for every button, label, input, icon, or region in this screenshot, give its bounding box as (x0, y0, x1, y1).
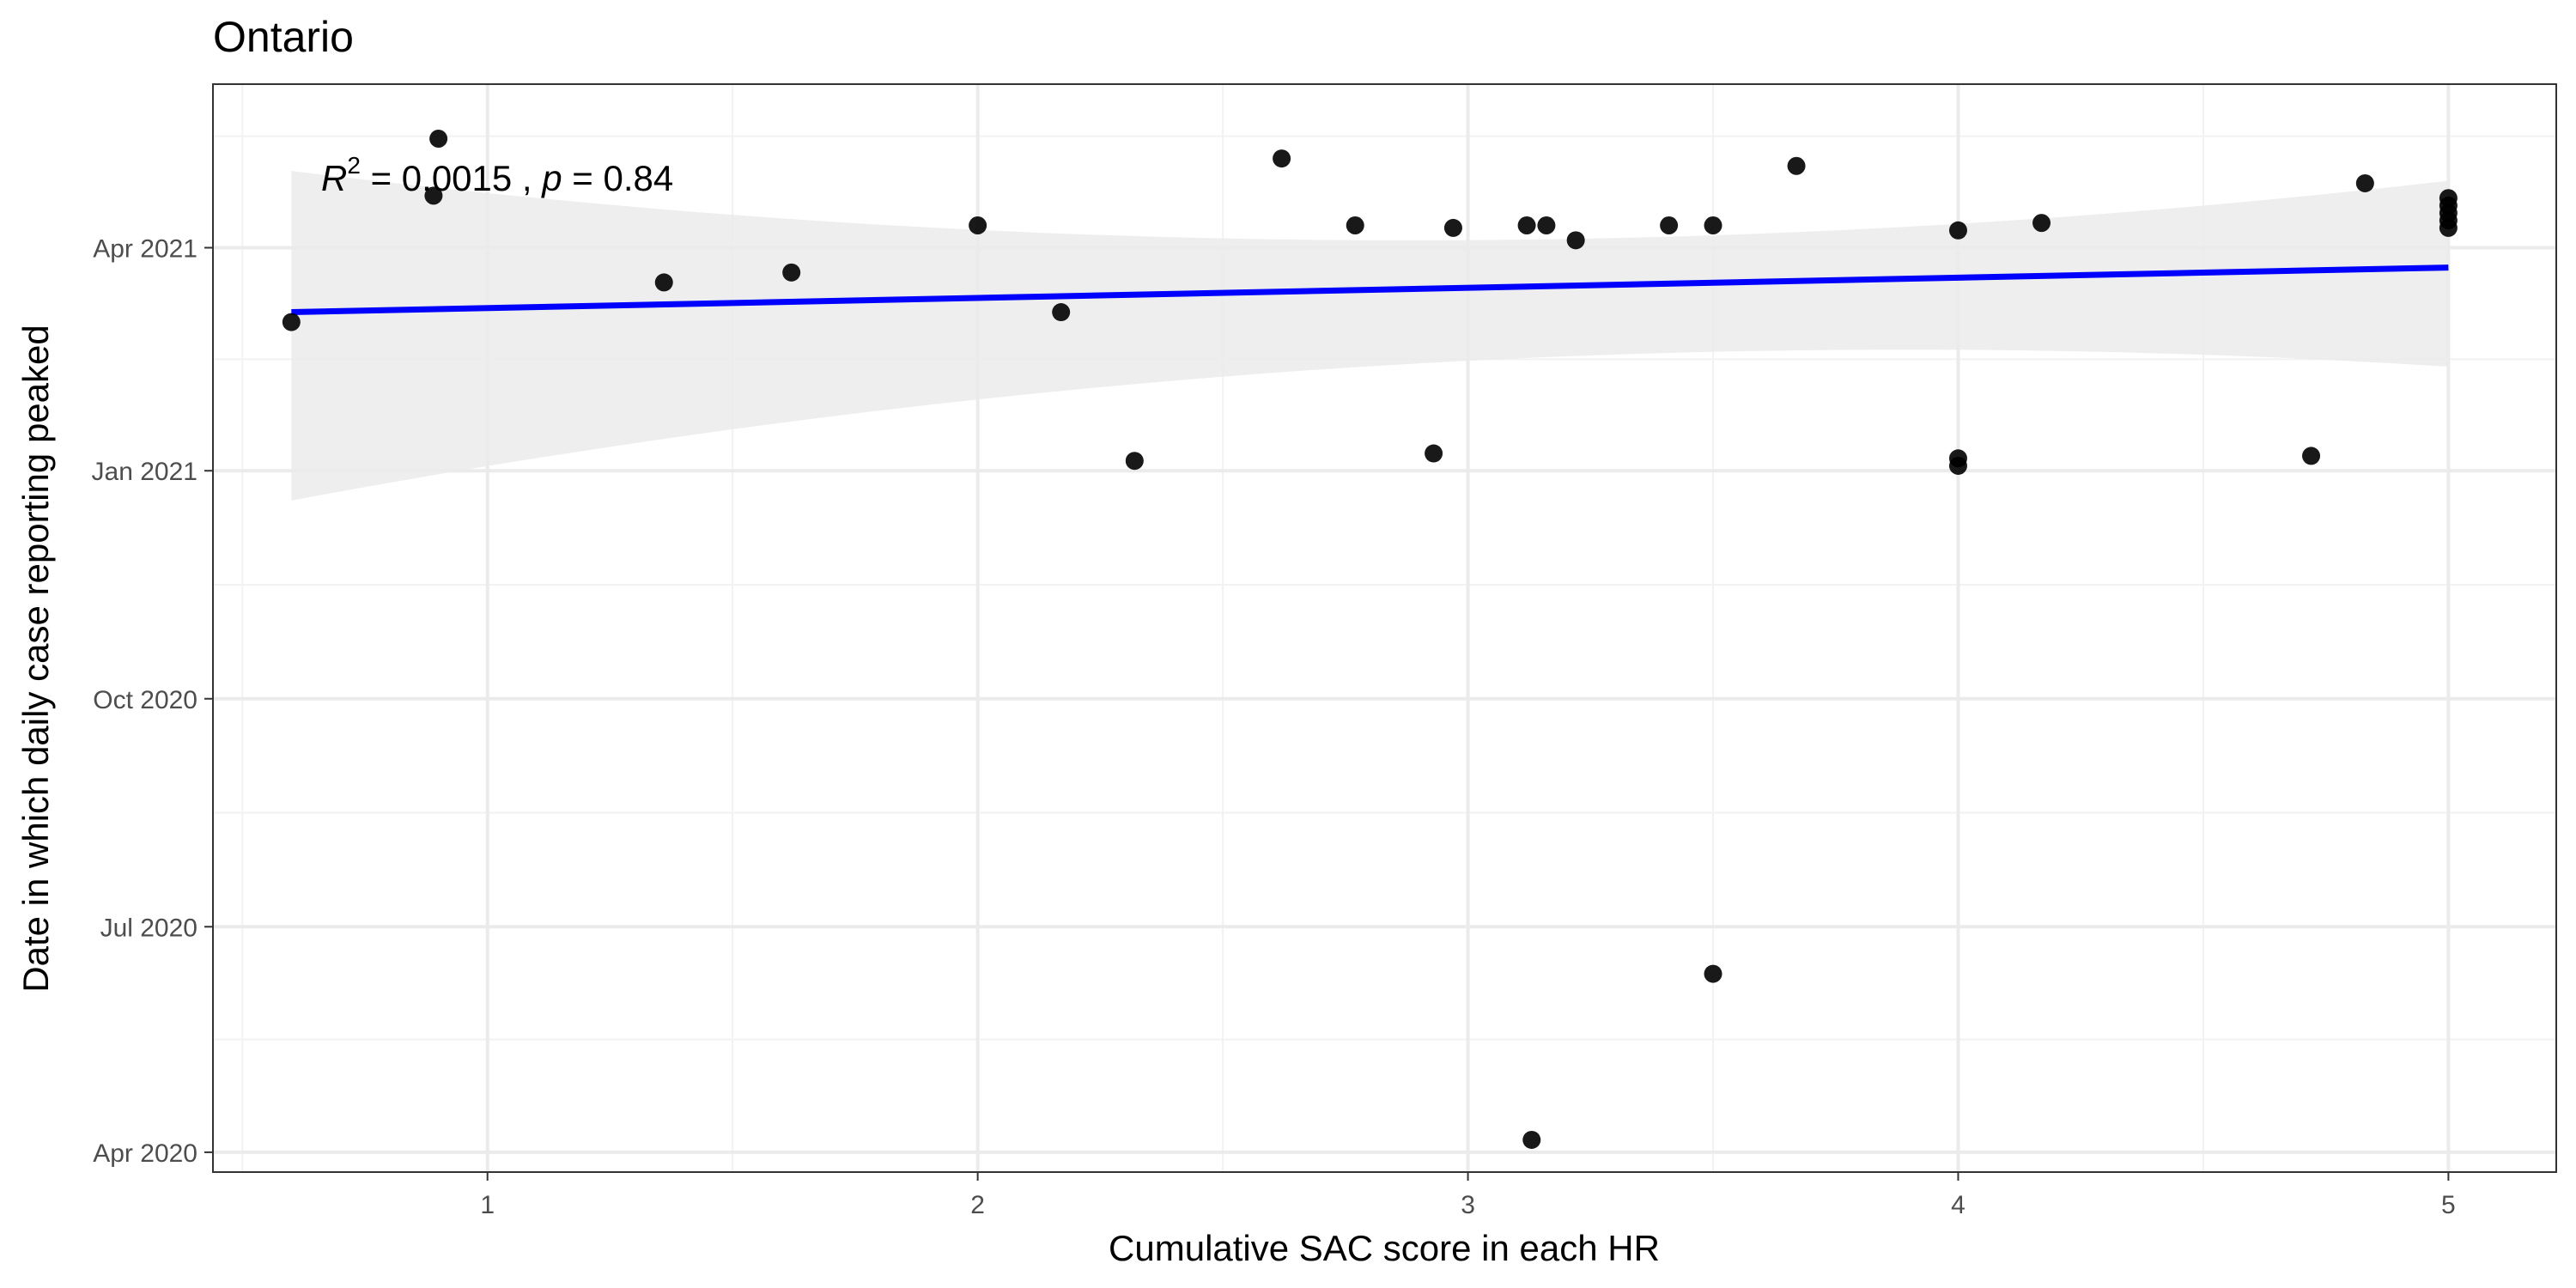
p-symbol: p (540, 158, 562, 198)
r-value: = 0.0015 , (361, 158, 542, 198)
data-point (782, 263, 801, 282)
y-tick-label: Jul 2020 (100, 914, 197, 942)
y-axis-label: Date in which daily case reporting peake… (15, 325, 56, 992)
r-symbol: R (321, 158, 347, 198)
data-point (1443, 218, 1462, 237)
data-point (2302, 447, 2321, 465)
data-point (282, 313, 301, 331)
x-tick-label: 3 (1461, 1191, 1475, 1219)
y-axis: Apr 2020 Jul 2020 Oct 2020 Jan 2021 Apr 2021 (92, 234, 213, 1168)
data-point (1125, 452, 1144, 471)
x-axis-label: Cumulative SAC score in each HR (1109, 1228, 1660, 1268)
data-point (1566, 231, 1585, 250)
data-point (1522, 1130, 1541, 1149)
data-point (1948, 456, 1967, 475)
data-point (1948, 221, 1967, 240)
data-point (429, 129, 448, 148)
chart-title: Ontario (213, 13, 354, 61)
x-tick-label: 5 (2441, 1191, 2456, 1219)
data-point (1704, 964, 1722, 983)
y-tick-label: Jan 2021 (92, 458, 197, 486)
r-exponent: 2 (347, 152, 361, 179)
data-point (1704, 216, 1722, 235)
x-tick-label: 2 (970, 1191, 985, 1219)
data-point (1273, 149, 1291, 168)
data-point (654, 273, 673, 292)
data-point (1425, 444, 1443, 463)
regression-annotation: R2 = 0.0015 , p = 0.84 (321, 152, 673, 198)
confidence-band (291, 171, 2449, 501)
p-value: = 0.84 (562, 158, 674, 198)
y-tick-label: Apr 2021 (93, 234, 197, 263)
data-point (1787, 156, 1806, 175)
data-point (1660, 216, 1679, 235)
y-tick-label: Oct 2020 (93, 686, 197, 714)
data-point (1346, 216, 1364, 235)
data-point (424, 186, 443, 205)
data-points (282, 129, 2458, 1149)
data-point (1537, 216, 1556, 235)
y-tick-label: Apr 2020 (93, 1139, 197, 1168)
x-axis: 1 2 3 4 5 (480, 1172, 2456, 1219)
plot-border (212, 83, 2557, 1173)
data-point (2355, 173, 2374, 192)
x-tick-label: 4 (1951, 1191, 1965, 1219)
x-tick-label: 1 (480, 1191, 495, 1219)
data-point (969, 216, 987, 235)
data-point (1517, 216, 1536, 235)
data-point (2439, 218, 2458, 237)
regression-line (291, 264, 2449, 316)
data-point (1052, 303, 1071, 322)
data-point (2032, 214, 2051, 233)
